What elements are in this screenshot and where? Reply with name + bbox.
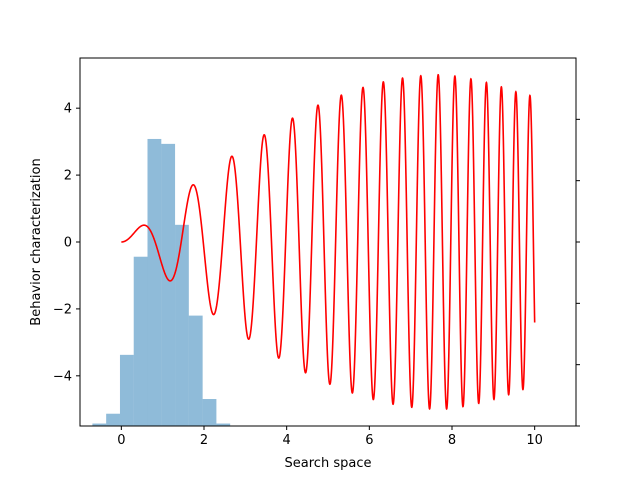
x-tick-label: 10 xyxy=(526,433,543,448)
x-tick-label: 8 xyxy=(448,433,456,448)
y-tick-label: −4 xyxy=(53,369,72,384)
histogram-bar xyxy=(161,143,176,426)
x-tick-label: 4 xyxy=(283,433,291,448)
x-axis: 0 2 4 6 8 10 xyxy=(117,426,543,448)
line-layer xyxy=(121,73,536,411)
histogram-bar xyxy=(147,138,162,426)
y-tick-label: −2 xyxy=(53,302,72,317)
series-line xyxy=(121,73,536,411)
y-tick-label: 0 xyxy=(64,236,72,251)
y-tick-label: 2 xyxy=(64,169,72,184)
y-axis-label: Behavior characterization xyxy=(29,158,44,325)
histogram-bar xyxy=(202,399,217,426)
histogram-layer xyxy=(92,138,231,426)
y-axis: −4 −2 0 2 4 xyxy=(53,102,80,384)
y-tick-label: 4 xyxy=(64,102,72,117)
histogram-bar xyxy=(133,256,148,426)
x-tick-label: 0 xyxy=(117,433,125,448)
right-axis xyxy=(576,118,580,427)
histogram-bar xyxy=(119,354,134,426)
x-tick-label: 2 xyxy=(200,433,208,448)
histogram-bar xyxy=(188,315,203,426)
x-tick-label: 6 xyxy=(365,433,373,448)
histogram-bar xyxy=(175,224,189,426)
histogram-bar xyxy=(216,423,231,426)
histogram-bar xyxy=(92,423,107,426)
x-axis-label: Search space xyxy=(285,456,372,471)
histogram-bar xyxy=(106,413,120,426)
